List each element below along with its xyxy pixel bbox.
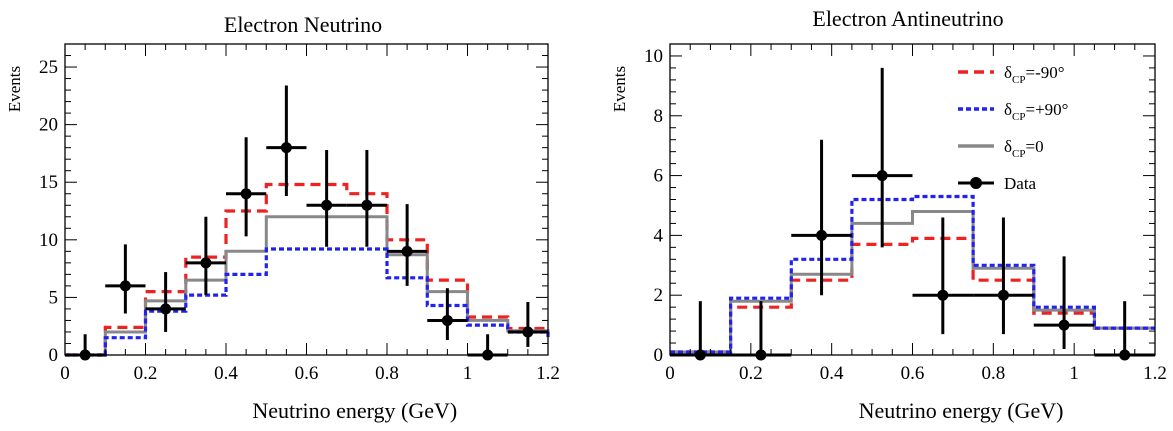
series-line-zero (670, 210, 1155, 354)
data-point-10 (427, 288, 468, 341)
x-tick-label: 0.8 (375, 363, 399, 384)
x-tick-label: 0.6 (901, 363, 925, 384)
legend-entry-zero: δCP=0 (958, 137, 1044, 160)
x-tick-label: 0.4 (214, 363, 238, 384)
legend-symbol: δ (1004, 137, 1012, 156)
chart-title: Electron Antineutrino (812, 6, 1003, 31)
x-tick-label: 0.8 (981, 363, 1005, 384)
chart-panel-2: Electron Antineutrino 0 0.2 0.4 0.6 0.8 1 1.2 0 2… (610, 6, 1167, 423)
data-point-7 (1033, 256, 1095, 350)
data-marker (160, 303, 172, 315)
legend-marker (970, 177, 982, 189)
data-point-3 (791, 139, 852, 296)
data-marker (119, 280, 131, 292)
data-marker (280, 142, 292, 154)
legend-subscript: CP (1012, 74, 1025, 86)
x-axis-label: Neutrino energy (GeV) (252, 398, 457, 423)
data-point-9 (387, 204, 428, 286)
x-tick-label: 0 (665, 363, 675, 384)
data-marker (876, 170, 888, 182)
series-line-minus90 (65, 182, 550, 357)
x-tick-label: 0 (60, 363, 70, 384)
y-tick-label: 6 (654, 166, 664, 187)
y-axis: 0 2 4 6 8 10 (644, 43, 1155, 366)
y-axis-label: Events (5, 66, 24, 112)
data-point-3 (145, 272, 186, 332)
data-point-5 (226, 137, 267, 237)
data-marker (1058, 319, 1070, 331)
plot-frame (64, 43, 549, 356)
y-tick-label: 8 (654, 106, 664, 127)
data-marker (401, 245, 413, 257)
data-marker (522, 326, 534, 338)
legend-label: Data (1004, 174, 1037, 193)
y-tick-label: 5 (49, 287, 59, 308)
x-axis: 0 0.2 0.4 0.6 0.8 1 1.2 (60, 44, 560, 384)
y-tick-label: 0 (49, 345, 59, 366)
legend-symbol: δ (1004, 100, 1012, 119)
legend-entry-data: Data (958, 174, 1037, 193)
x-tick-label: 0.2 (134, 363, 158, 384)
y-tick-label: 15 (39, 172, 58, 193)
data-point-2 (730, 301, 792, 361)
legend-label: δCP=-90° (1004, 63, 1065, 86)
data-point-8 (1094, 301, 1155, 361)
data-point-11 (467, 334, 508, 361)
data-marker (937, 289, 949, 301)
data-point-6 (266, 85, 307, 197)
x-tick-label: 0.2 (739, 363, 763, 384)
legend-subscript: CP (1012, 148, 1025, 160)
chart-title: Electron Neutrino (224, 12, 382, 37)
y-tick-label: 2 (654, 285, 664, 306)
legend-label: δCP=+90° (1004, 100, 1068, 123)
data-point-2 (105, 244, 146, 314)
y-tick-label: 4 (654, 225, 664, 246)
y-tick-label: 10 (644, 46, 663, 67)
y-tick-label: 25 (39, 57, 58, 78)
data-point-5 (912, 217, 974, 335)
data-marker (361, 199, 373, 211)
chart-panel-1: Electron Neutrino 0 0.2 0.4 0.6 0.8 1 1.2 0 5 10 15… (5, 12, 560, 423)
x-tick-label: 0.4 (820, 363, 844, 384)
data-marker (200, 257, 212, 269)
y-tick-label: 20 (39, 115, 58, 136)
data-marker (441, 314, 453, 326)
legend-entry-minus90: δCP=-90° (958, 63, 1065, 86)
legend-subscript: CP (1012, 111, 1025, 123)
data-point-8 (346, 149, 387, 247)
data-point-7 (306, 149, 347, 247)
legend-suffix: =0 (1025, 137, 1043, 156)
y-axis-label: Events (610, 66, 629, 112)
data-point-12 (507, 302, 548, 347)
x-tick-label: 1 (1069, 363, 1079, 384)
data-point-6 (973, 217, 1034, 335)
x-tick-label: 1.2 (536, 363, 560, 384)
data-marker (321, 199, 333, 211)
x-axis-label: Neutrino energy (GeV) (859, 398, 1064, 423)
data-point-4 (185, 216, 226, 296)
legend-suffix: =-90° (1025, 63, 1064, 82)
data-marker (240, 188, 252, 200)
x-tick-label: 1 (463, 363, 473, 384)
y-tick-label: 10 (39, 230, 58, 251)
x-tick-label: 0.6 (295, 363, 319, 384)
legend-symbol: δ (1004, 63, 1012, 82)
legend-suffix: =+90° (1025, 100, 1068, 119)
data-marker (816, 229, 828, 241)
data-point-4 (851, 67, 913, 248)
data-marker (997, 289, 1009, 301)
series-line-plus90 (65, 247, 550, 357)
legend-entry-plus90: δCP=+90° (958, 100, 1068, 123)
legend-label: δCP=0 (1004, 137, 1044, 160)
y-axis: 0 5 10 15 20 25 (39, 43, 548, 366)
x-axis: 0 0.2 0.4 0.6 0.8 1 1.2 (665, 44, 1167, 384)
x-tick-label: 1.2 (1143, 363, 1167, 384)
y-tick-label: 0 (654, 345, 664, 366)
